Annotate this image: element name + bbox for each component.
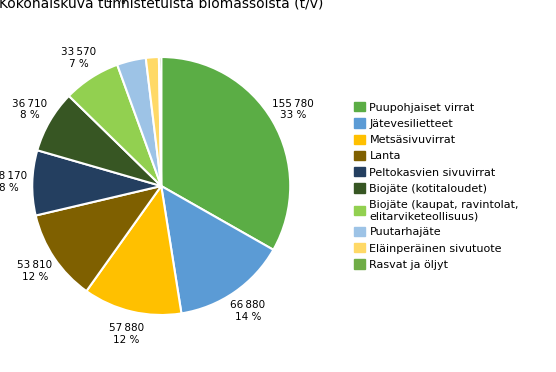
Title: Kokonaiskuva tunnistetuista biomassoista (t/v): Kokonaiskuva tunnistetuista biomassoista… xyxy=(0,0,324,10)
Text: 66 880
14 %: 66 880 14 % xyxy=(230,300,265,322)
Text: 57 880
12 %: 57 880 12 % xyxy=(109,323,144,345)
Wedge shape xyxy=(146,57,161,186)
Text: 36 710
8 %: 36 710 8 % xyxy=(12,99,47,120)
Text: 155 780
33 %: 155 780 33 % xyxy=(272,99,314,120)
Wedge shape xyxy=(159,57,161,186)
Wedge shape xyxy=(117,58,161,186)
Wedge shape xyxy=(161,57,290,250)
Wedge shape xyxy=(69,65,161,186)
Legend: Puupohjaiset virrat, Jätevesilietteet, Metsäsivuvirrat, Lanta, Peltokasvien sivu: Puupohjaiset virrat, Jätevesilietteet, M… xyxy=(354,102,519,270)
Text: 38 170
8 %: 38 170 8 % xyxy=(0,171,27,193)
Text: 1 360
0 %: 1 360 0 % xyxy=(145,0,173,1)
Wedge shape xyxy=(36,186,161,291)
Text: 17 000
4 %: 17 000 4 % xyxy=(98,0,133,6)
Text: 33 570
7 %: 33 570 7 % xyxy=(61,47,96,69)
Text: 7 610
2 %: 7 610 2 % xyxy=(133,0,162,1)
Wedge shape xyxy=(32,150,161,215)
Wedge shape xyxy=(37,96,161,186)
Text: 53 810
12 %: 53 810 12 % xyxy=(17,260,52,282)
Wedge shape xyxy=(86,186,181,315)
Wedge shape xyxy=(161,186,274,313)
